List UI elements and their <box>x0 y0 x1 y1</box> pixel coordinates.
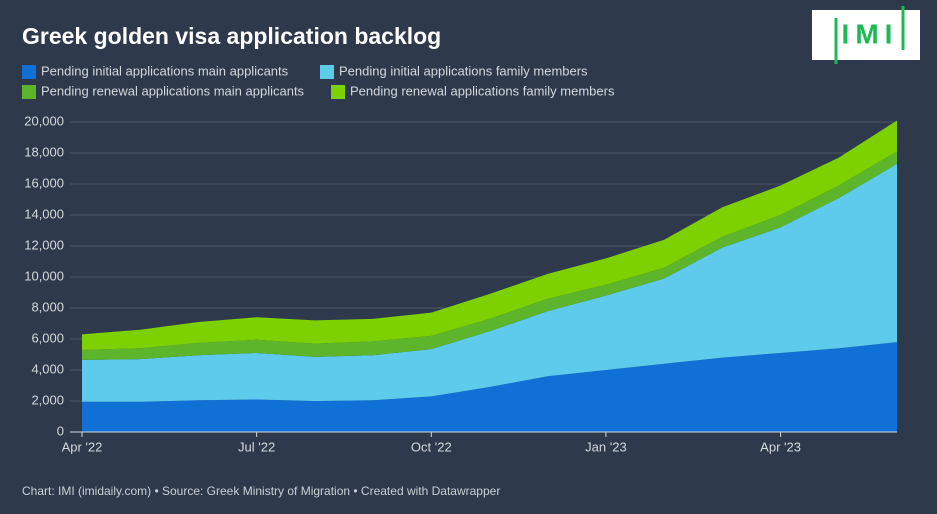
area <box>82 163 897 402</box>
x-tick-label: Jul '22 <box>238 439 275 454</box>
chart-title: Greek golden visa application backlog <box>22 23 441 49</box>
y-tick-label: 14,000 <box>24 206 64 221</box>
y-tick-label: 12,000 <box>24 237 64 252</box>
logo: IMI <box>842 18 899 49</box>
y-tick-label: 4,000 <box>31 361 64 376</box>
legend-label: Pending initial applications main applic… <box>41 63 289 78</box>
x-tick-label: Apr '22 <box>62 439 103 454</box>
y-tick-label: 18,000 <box>24 144 64 159</box>
y-tick-label: 10,000 <box>24 268 64 283</box>
legend-label: Pending renewal applications family memb… <box>350 83 615 98</box>
y-tick-label: 6,000 <box>31 330 64 345</box>
y-tick-label: 8,000 <box>31 299 64 314</box>
legend-swatch <box>320 65 334 79</box>
y-tick-label: 20,000 <box>24 113 64 128</box>
footer: Chart: IMI (imidaily.com) • Source: Gree… <box>22 484 500 498</box>
y-tick-label: 16,000 <box>24 175 64 190</box>
legend-label: Pending renewal applications main applic… <box>41 83 305 98</box>
legend-swatch <box>22 85 36 99</box>
x-tick-label: Apr '23 <box>760 439 801 454</box>
y-tick-label: 0 <box>57 423 64 438</box>
legend-swatch <box>22 65 36 79</box>
area <box>82 120 897 350</box>
y-tick-label: 2,000 <box>31 392 64 407</box>
x-tick-label: Jan '23 <box>585 439 627 454</box>
legend-label: Pending initial applications family memb… <box>339 63 588 78</box>
x-tick-label: Oct '22 <box>411 439 452 454</box>
legend-swatch <box>331 85 345 99</box>
